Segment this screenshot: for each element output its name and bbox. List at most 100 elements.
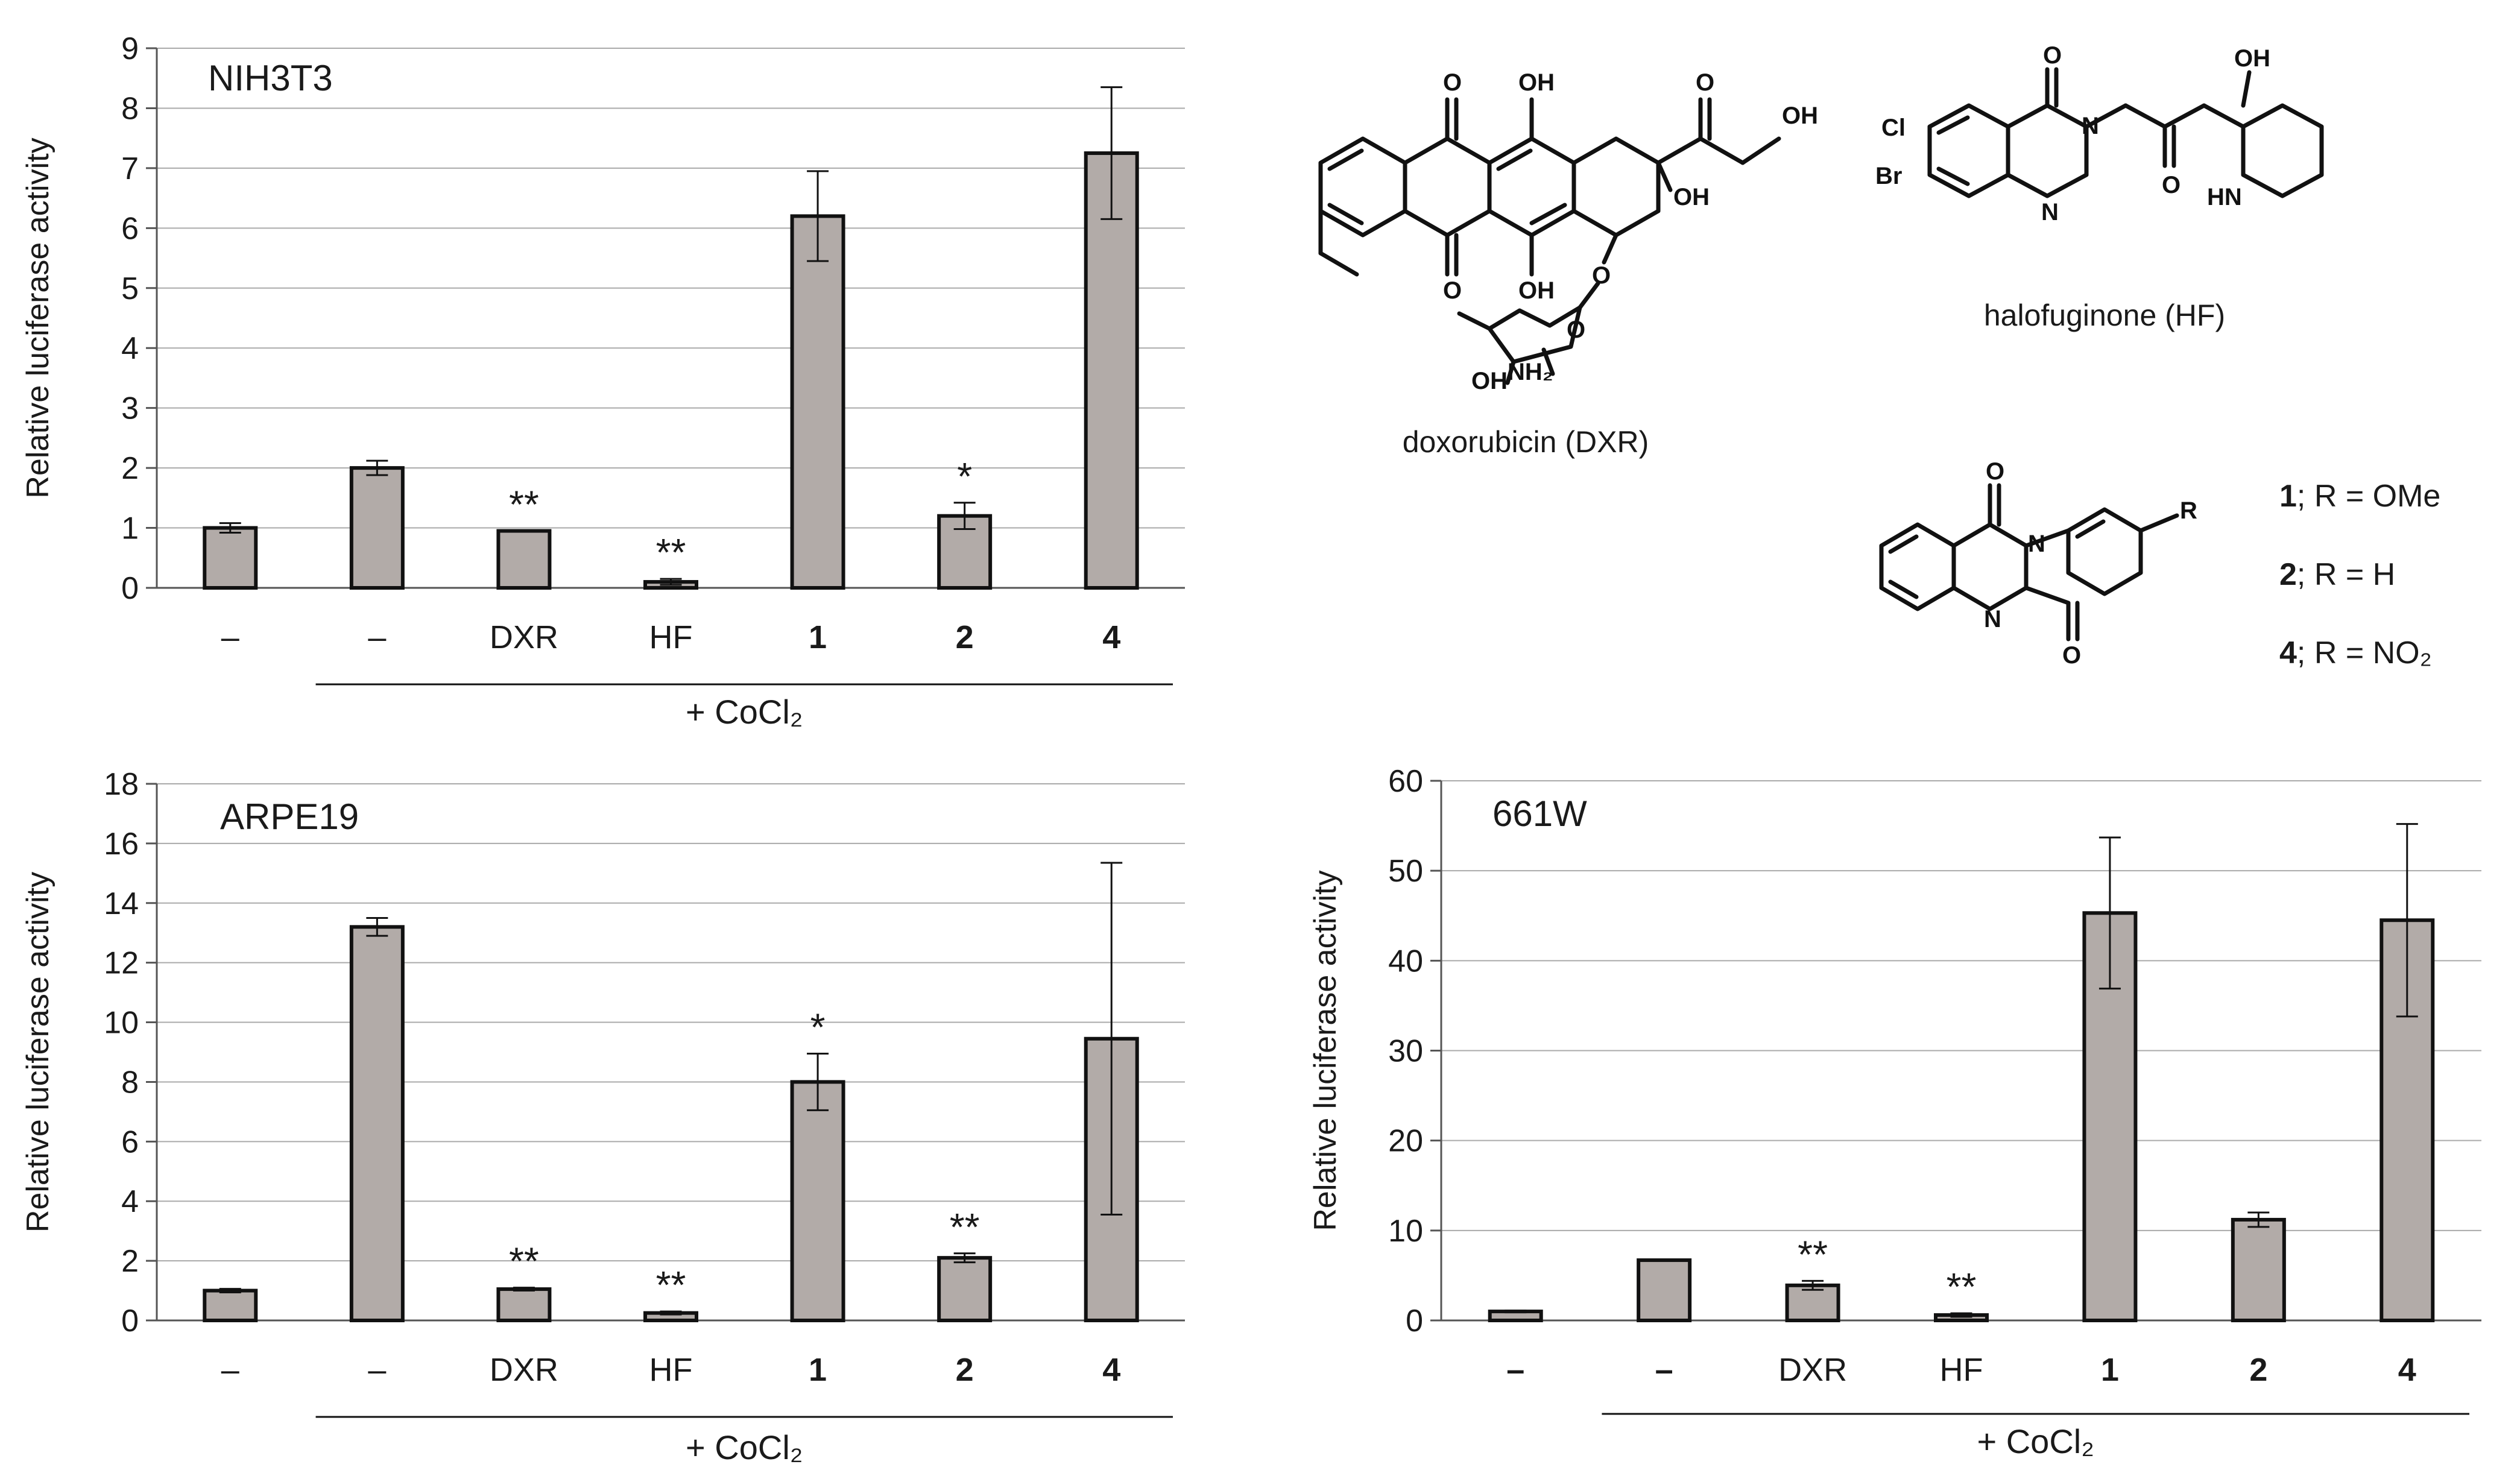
- indolo-n-bottom: N: [1984, 606, 2001, 632]
- doxorubicin-atom-labels: O O OH OH O OH OH O O OH NH₂: [1443, 69, 1818, 394]
- y-tick-label: 0: [1406, 1304, 1423, 1339]
- y-tick-label: 4: [121, 331, 139, 366]
- hf-n3: N: [2082, 113, 2099, 139]
- y-tick-label: 10: [1388, 1214, 1423, 1249]
- significance-label: **: [656, 531, 686, 574]
- hf-hn: HN: [2207, 184, 2242, 210]
- category-label: 4: [1102, 1352, 1120, 1388]
- y-tick-label: 2: [121, 451, 139, 486]
- indoloquinazolinone-structure: [1879, 483, 2179, 642]
- y-tick-label: 16: [104, 827, 139, 862]
- chart-title: ARPE19: [220, 796, 359, 837]
- bar: [1637, 1258, 1692, 1323]
- category-label: DXR: [1778, 1352, 1847, 1388]
- y-tick-label: 4: [121, 1184, 139, 1219]
- chart-title: 661W: [1492, 793, 1587, 834]
- bar: [496, 1287, 552, 1322]
- y-tick-label: 60: [1388, 764, 1423, 799]
- dxr-nh2-sugar: NH₂: [1508, 359, 1553, 385]
- key-row-3: 4; R = NO₂: [2279, 635, 2432, 670]
- y-axis-label: Relative luciferase activity: [1308, 870, 1343, 1231]
- category-label: –: [221, 1352, 239, 1388]
- key-row-2: 2; R = H: [2279, 557, 2395, 592]
- key-row-1: 1; R = OMe: [2279, 479, 2440, 514]
- bar: [2231, 1217, 2286, 1323]
- y-tick-label: 5: [121, 271, 139, 306]
- dxr-o-top: O: [1443, 69, 1462, 96]
- bar: [937, 514, 993, 590]
- hf-cl: Cl: [1881, 115, 1906, 141]
- y-tick-label: 6: [121, 1124, 139, 1159]
- category-label: HF: [1940, 1352, 1983, 1388]
- significance-label: **: [509, 1240, 539, 1283]
- hf-o-ketone: O: [2162, 172, 2181, 198]
- y-tick-label: 0: [121, 571, 139, 606]
- bar: [496, 529, 552, 590]
- bar: [937, 1256, 993, 1323]
- compound-key: 1; R = OMe 2; R = H 4; R = NO₂: [2279, 479, 2440, 670]
- y-tick-label: 9: [121, 31, 139, 66]
- category-label: DXR: [490, 1352, 558, 1388]
- category-label: –: [1655, 1352, 1673, 1388]
- key-text-2: ; R = H: [2297, 557, 2395, 592]
- key-num-3: 4: [2279, 635, 2297, 670]
- category-label: HF: [649, 1352, 693, 1388]
- category-label: 4: [2398, 1352, 2416, 1388]
- group-label: + CoCl₂: [686, 1428, 803, 1466]
- bar: [203, 526, 258, 590]
- bar: [349, 466, 405, 590]
- significance-label: **: [509, 483, 539, 526]
- halofuginone-structure: [1927, 67, 2324, 198]
- category-label: 2: [2249, 1352, 2267, 1388]
- group-label: + CoCl₂: [686, 693, 803, 731]
- indolo-o-top: O: [1986, 458, 2004, 485]
- y-tick-label: 8: [121, 91, 139, 126]
- bar: [203, 1288, 258, 1323]
- dxr-o-ketone: O: [1696, 69, 1714, 96]
- doxorubicin-structure: [1318, 97, 1781, 385]
- y-tick-label: 7: [121, 151, 139, 186]
- y-axis-label: Relative luciferase activity: [21, 872, 55, 1232]
- category-label: –: [368, 619, 386, 655]
- key-text-3: ; R = NO₂: [2297, 635, 2432, 670]
- significance-label: **: [1798, 1232, 1828, 1276]
- bar: [349, 925, 405, 1323]
- category-label: HF: [649, 619, 693, 655]
- category-label: –: [368, 1352, 386, 1388]
- dxr-o-sugar: O: [1567, 317, 1585, 343]
- dxr-oh-top: OH: [1518, 69, 1555, 96]
- dxr-o-bottom: O: [1443, 277, 1462, 304]
- y-tick-label: 3: [121, 391, 139, 426]
- dxr-oh-chain: OH: [1782, 102, 1818, 129]
- y-tick-label: 30: [1388, 1034, 1423, 1069]
- bar: [790, 1080, 845, 1322]
- y-tick-label: 50: [1388, 854, 1423, 889]
- category-label: DXR: [490, 619, 558, 655]
- dxr-o-glyco: O: [1592, 262, 1611, 289]
- significance-label: *: [957, 455, 972, 498]
- key-num-2: 2: [2279, 557, 2297, 592]
- hf-br: Br: [1875, 163, 1902, 189]
- significance-label: **: [656, 1263, 686, 1307]
- bar: [790, 214, 845, 590]
- category-label: 1: [809, 619, 827, 655]
- y-tick-label: 20: [1388, 1124, 1423, 1159]
- chart-nih3t3: 0 1 2 3 4 5 6 7 8 9 Relative luciferase activity NI…: [21, 31, 1185, 731]
- category-label: 1: [2101, 1352, 2119, 1388]
- significance-label: **: [950, 1205, 980, 1249]
- y-tick-label: 1: [121, 511, 139, 546]
- key-text-1: ; R = OMe: [2297, 479, 2440, 514]
- y-tick-label: 40: [1388, 944, 1423, 979]
- indolo-atom-labels: O N N O R: [1984, 458, 2197, 669]
- significance-label: **: [1947, 1265, 1977, 1308]
- category-label: 1: [809, 1352, 827, 1388]
- hf-oh: OH: [2234, 45, 2270, 72]
- indolo-o-bottom: O: [2062, 642, 2081, 669]
- y-tick-label: 6: [121, 211, 139, 246]
- doxorubicin-name: doxorubicin (DXR): [1403, 425, 1649, 459]
- dxr-oh-sugar: OH: [1471, 368, 1508, 394]
- chart-661w: 0 10 20 30 40 50 60 Relative luciferase activit…: [1308, 764, 2481, 1460]
- chart-title: NIH3T3: [208, 58, 333, 98]
